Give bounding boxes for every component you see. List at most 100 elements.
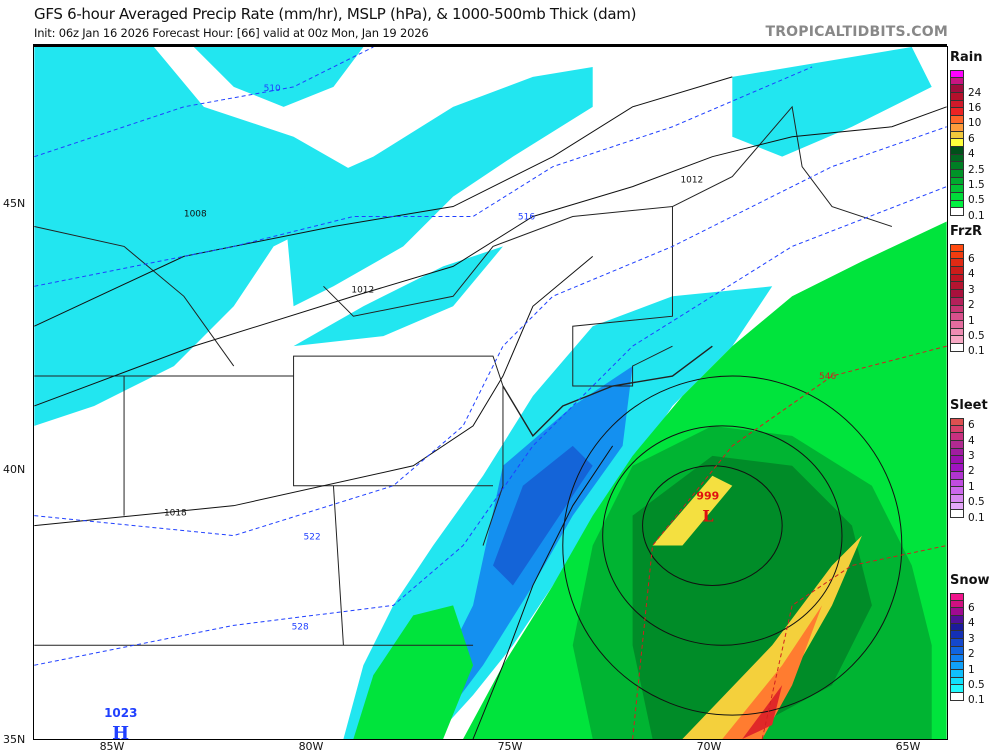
legend-label: 3 — [968, 632, 975, 645]
legend-row — [950, 200, 1000, 209]
legend-freezing-rain: FrzR 6 4 3 2 1 0.5 0.1 — [950, 224, 1000, 358]
lat-label-45n: 45N — [3, 197, 26, 210]
legend-row — [950, 169, 1000, 178]
legend-row — [950, 593, 1000, 601]
legend-row: 0.1 — [950, 343, 1000, 358]
isobar-label-1012: 1012 — [351, 285, 374, 295]
legend-swatch — [950, 100, 964, 109]
legend-row — [950, 471, 1000, 480]
legend-row: 24 — [950, 85, 1000, 98]
legend-swatch — [950, 639, 964, 647]
legend-row: 0.5 — [950, 494, 1000, 507]
forecast-map: 510 516 522 528 546 1008 1012 1012 1018 … — [33, 46, 948, 740]
legend-label: 0.5 — [968, 678, 985, 691]
lon-label-65w: 65W — [895, 740, 921, 753]
legend-row: 4 — [950, 433, 1000, 446]
legend-label: 0.1 — [968, 345, 985, 358]
legend-label: 0.1 — [968, 511, 985, 524]
legend-swatch — [950, 154, 964, 163]
legend-row: 3 — [950, 282, 1000, 295]
legend-row: 1 — [950, 479, 1000, 493]
legend-swatch — [950, 259, 964, 268]
legend-row: 0.1 — [950, 692, 1000, 706]
legend-swatch — [950, 251, 964, 260]
legend-row — [950, 108, 1000, 117]
legend-label: 6 — [968, 419, 975, 432]
legend-snow: Snow 6 4 3 2 1 0.5 0.1 — [950, 573, 1000, 706]
legend-label: 10 — [968, 117, 982, 130]
legend-row — [950, 185, 1000, 193]
legend-row: 3 — [950, 631, 1000, 644]
legend-swatch — [950, 131, 964, 140]
legend-row: 0.5 — [950, 328, 1000, 342]
legend-label: 1 — [968, 314, 975, 327]
legend-row — [950, 456, 1000, 465]
legend-swatch — [950, 616, 964, 624]
high-pressure-symbol: H — [112, 723, 129, 740]
legend-swatch — [950, 85, 964, 94]
legend-row: 6 — [950, 251, 1000, 264]
legend-row: 0.5 — [950, 677, 1000, 691]
legend-swatch — [950, 177, 964, 186]
legend-swatch — [950, 425, 964, 434]
legend-label: 4 — [968, 434, 975, 447]
lon-label-70w: 70W — [696, 740, 722, 753]
legend-row — [950, 441, 1000, 449]
legend-row — [950, 244, 1000, 252]
legend-label: 1 — [968, 480, 975, 493]
legend-swatch — [950, 646, 964, 655]
legend-swatch — [950, 593, 964, 601]
legend-row — [950, 70, 1000, 78]
legend-row — [950, 259, 1000, 268]
legend-row — [950, 608, 1000, 617]
legend-label: 2 — [968, 299, 975, 312]
thickness-label-528: 528 — [292, 622, 309, 632]
legend-sleet: Sleet 6 4 3 2 1 0.5 0.1 — [950, 398, 1000, 523]
isobar-label-1018: 1018 — [164, 509, 187, 519]
legend-swatch — [950, 123, 964, 132]
legend-swatch — [950, 77, 964, 86]
legend-row: 6 — [950, 418, 1000, 432]
legend-row — [950, 305, 1000, 314]
legend-swatch — [950, 267, 964, 275]
legend-title: Snow — [950, 573, 990, 588]
lat-label-40n: 40N — [3, 463, 26, 476]
legend-label: 4 — [968, 617, 975, 630]
legend-swatch — [950, 139, 964, 147]
legend-label: 24 — [968, 86, 982, 99]
legend-title: FrzR — [950, 224, 983, 239]
brand-logo[interactable]: TROPICALTIDBITS.COM — [765, 24, 948, 40]
legend-swatch — [950, 623, 964, 632]
legend-row: 6 — [950, 131, 1000, 144]
header-divider — [33, 44, 947, 46]
map-title: GFS 6-hour Averaged Precip Rate (mm/hr),… — [34, 5, 637, 23]
legend-label: 4 — [968, 148, 975, 161]
legend-swatch — [950, 654, 964, 663]
legend-swatch — [950, 93, 964, 101]
legend-label: 2 — [968, 465, 975, 478]
legend-swatch — [950, 441, 964, 449]
legend-row: 0.1 — [950, 510, 1000, 523]
legend-swatch — [950, 185, 964, 193]
legend-row — [950, 93, 1000, 101]
legend-swatch — [950, 487, 964, 495]
legend-swatch — [950, 662, 964, 670]
legend-label: 0.5 — [968, 329, 985, 342]
legend-swatch — [950, 677, 964, 686]
thickness-label-516: 516 — [518, 213, 535, 223]
legend-title: Rain — [950, 50, 983, 65]
legend-row: 6 — [950, 600, 1000, 613]
legend-swatch — [950, 200, 964, 209]
lat-label-35n: 35N — [3, 733, 26, 746]
legend-label: 0.1 — [968, 209, 985, 222]
legend-rain: Rain 24 16 10 6 4 2.5 1.5 0.5 0.1 — [950, 50, 1000, 221]
legend-swatch — [950, 608, 964, 617]
legend-swatch — [950, 600, 964, 609]
rain-area — [353, 221, 947, 739]
thickness-label-510: 510 — [264, 84, 281, 94]
legend-swatch — [950, 146, 964, 155]
thickness-label-522: 522 — [304, 533, 321, 543]
legend-swatch — [950, 494, 964, 503]
legend-label: 1 — [968, 663, 975, 676]
